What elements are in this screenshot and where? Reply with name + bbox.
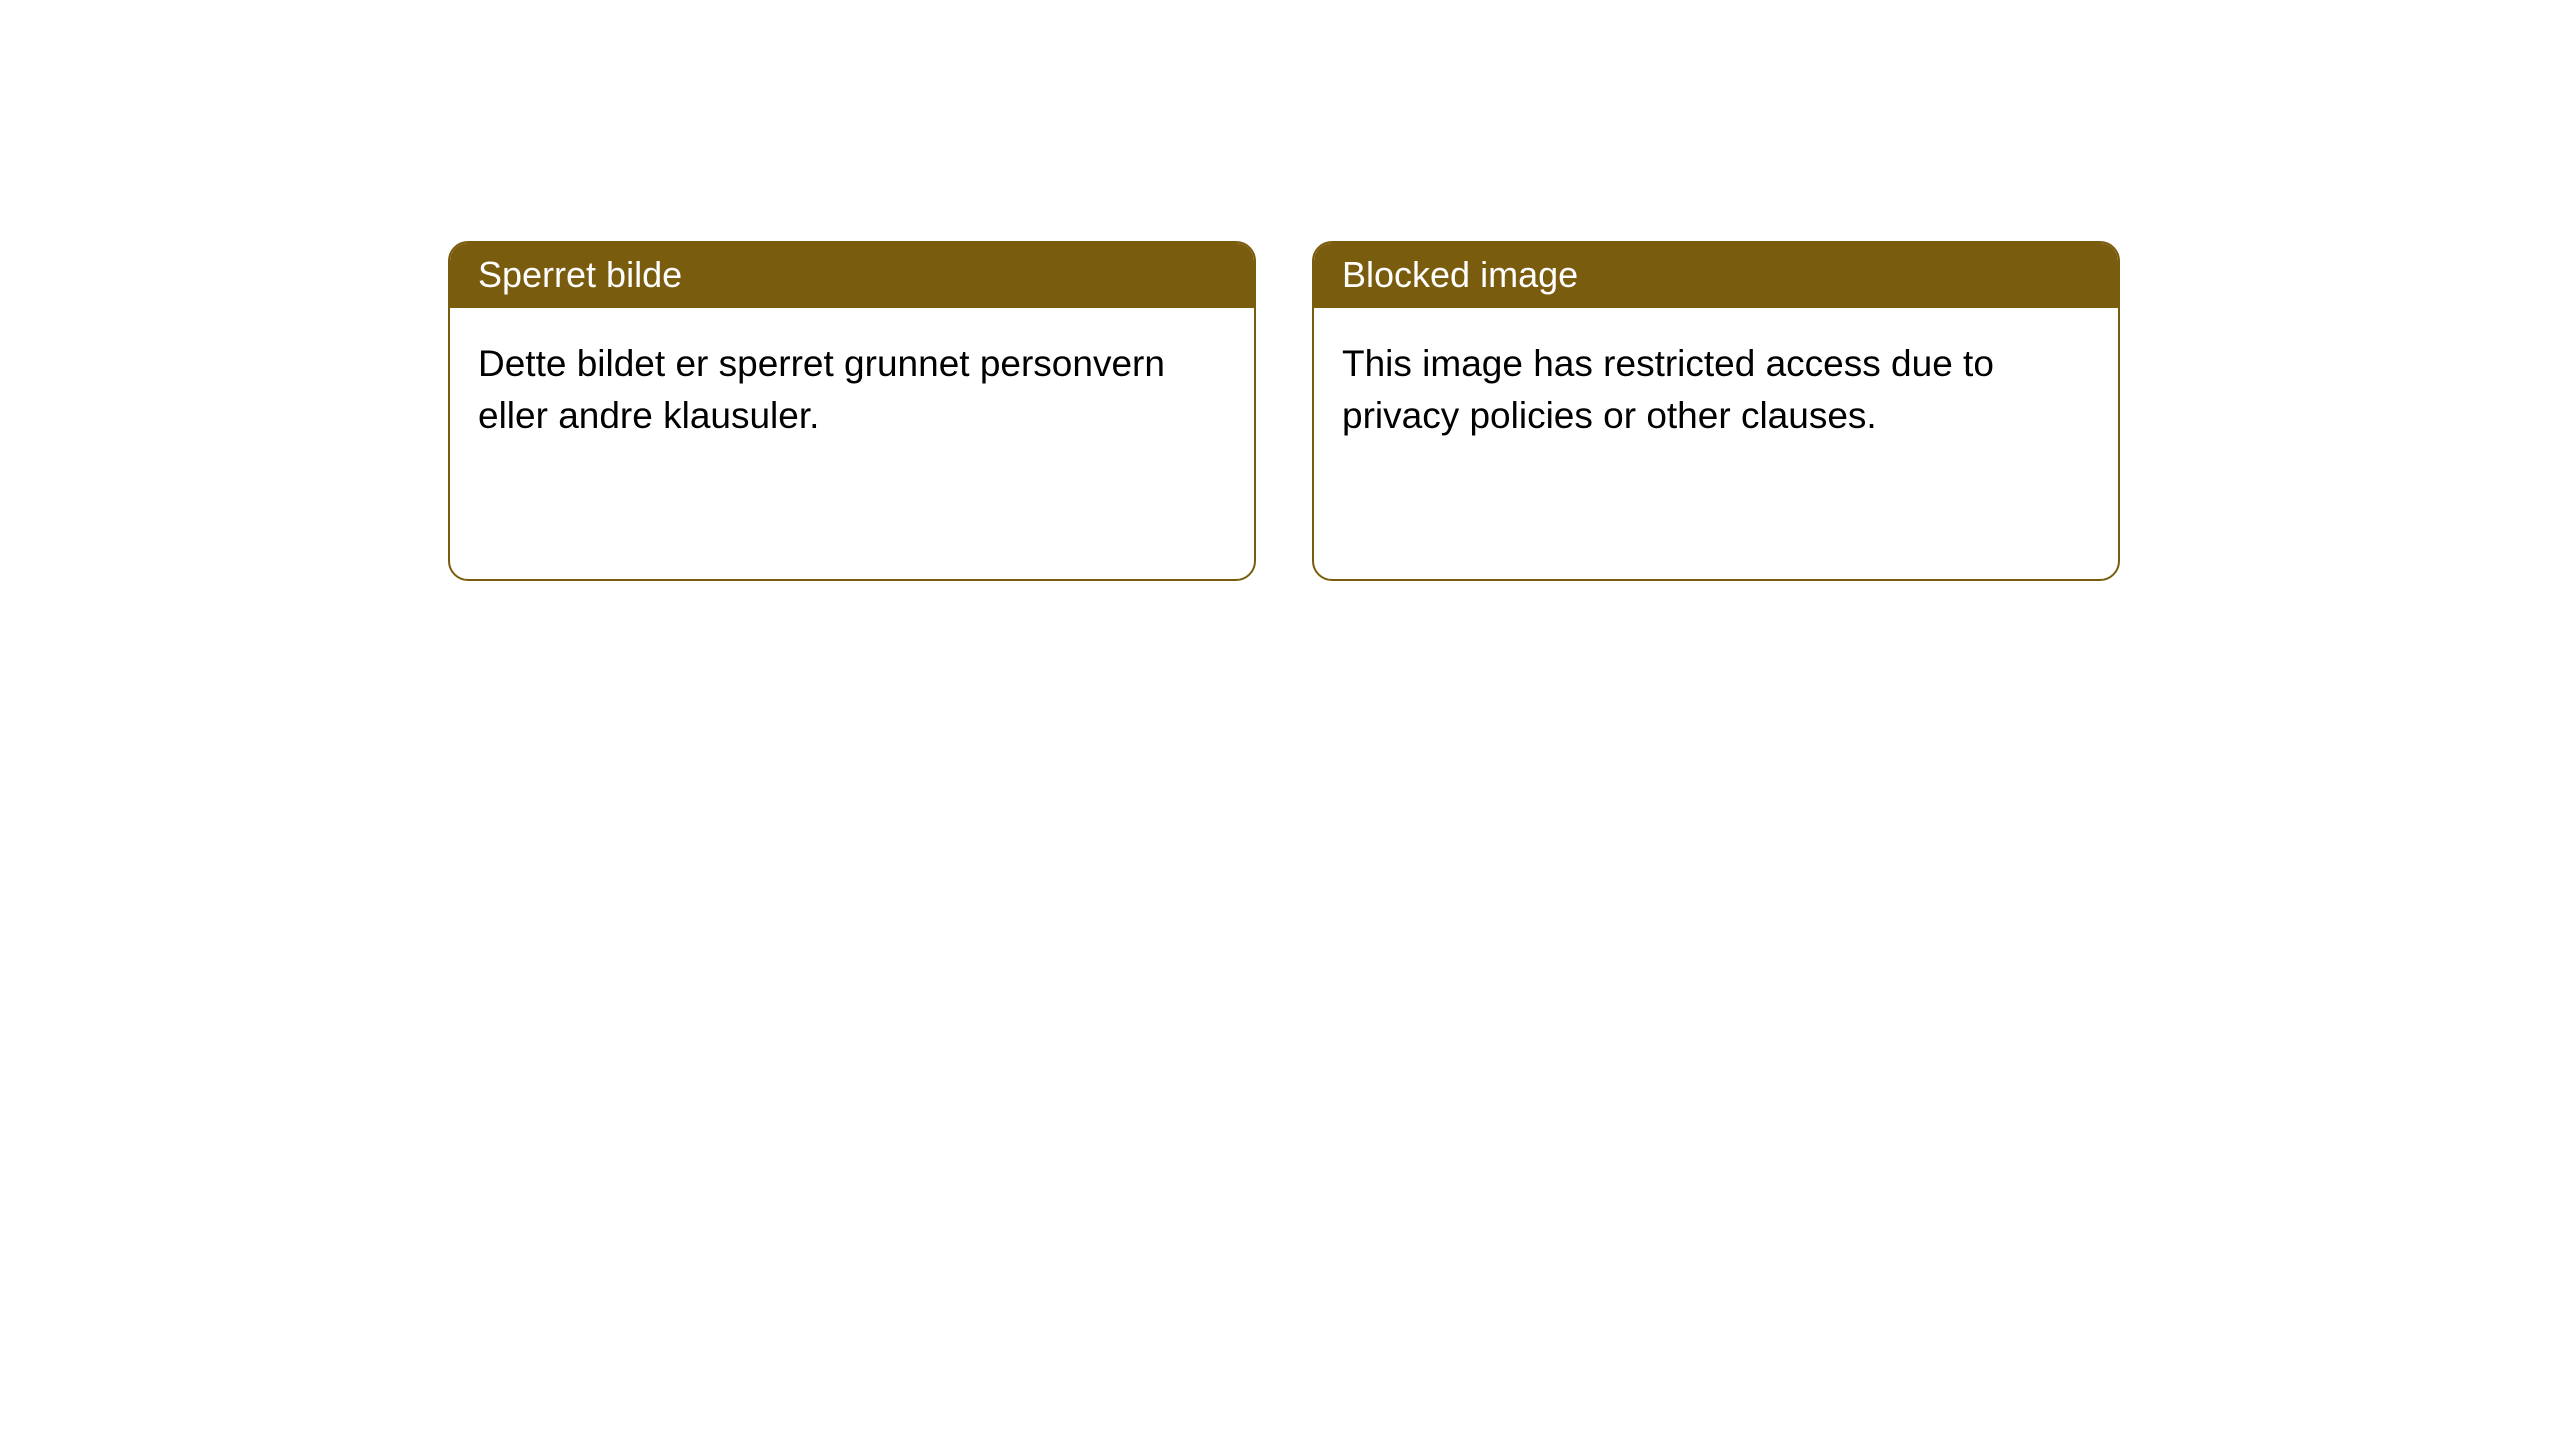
card-header-no: Sperret bilde	[450, 243, 1254, 308]
card-body-no: Dette bildet er sperret grunnet personve…	[450, 308, 1254, 472]
blocked-image-card-en: Blocked image This image has restricted …	[1312, 241, 2120, 581]
card-body-en: This image has restricted access due to …	[1314, 308, 2118, 472]
card-header-en: Blocked image	[1314, 243, 2118, 308]
notice-container: Sperret bilde Dette bildet er sperret gr…	[448, 241, 2120, 581]
blocked-image-card-no: Sperret bilde Dette bildet er sperret gr…	[448, 241, 1256, 581]
